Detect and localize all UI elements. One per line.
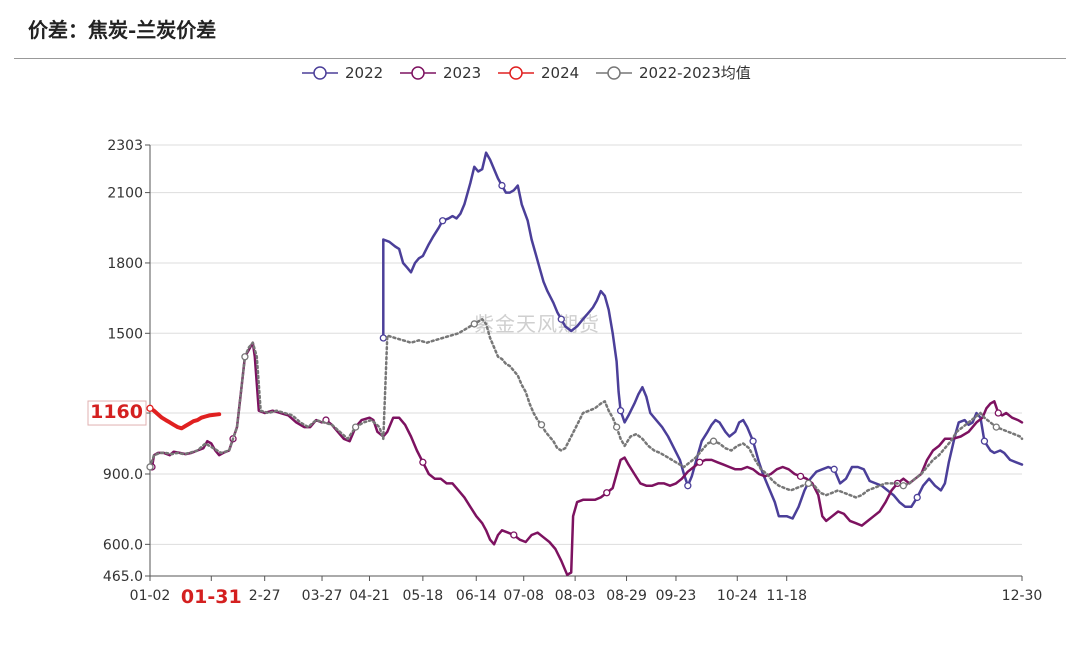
data-point bbox=[603, 489, 611, 497]
data-point bbox=[438, 217, 447, 225]
data-point bbox=[749, 437, 757, 445]
grid-lines bbox=[150, 144, 1022, 545]
x-tick-label: 04-21 bbox=[349, 588, 390, 604]
data-point bbox=[351, 423, 360, 431]
legend-marker bbox=[607, 66, 621, 80]
y-tick-label: 1160 bbox=[90, 401, 143, 423]
x-tick-label: 09-23 bbox=[656, 588, 697, 604]
title-divider bbox=[14, 58, 1066, 59]
x-tick-label: 01-31 bbox=[181, 586, 242, 608]
legend-label: 2024 bbox=[541, 64, 579, 82]
data-point bbox=[804, 479, 813, 488]
legend-label: 2022 bbox=[345, 64, 383, 82]
x-tick-label: 01-02 bbox=[130, 588, 171, 604]
series-line bbox=[150, 341, 1024, 577]
data-point bbox=[612, 423, 621, 431]
x-tick-label: 07-08 bbox=[503, 588, 544, 604]
data-point bbox=[146, 463, 154, 471]
x-tick-label: 12-30 bbox=[1002, 588, 1043, 604]
x-tick-label: 10-24 bbox=[717, 588, 758, 604]
x-tick-label: 11-18 bbox=[766, 588, 807, 604]
series-layer bbox=[146, 151, 1024, 577]
data-point bbox=[557, 315, 565, 323]
data-point bbox=[994, 409, 1002, 417]
series-line bbox=[148, 406, 222, 431]
y-tick-label: 1800 bbox=[107, 256, 143, 272]
y-tick-label: 600.0 bbox=[103, 537, 143, 553]
legend-label: 2023 bbox=[443, 64, 481, 82]
data-point bbox=[616, 407, 625, 415]
data-point bbox=[684, 482, 692, 490]
legend: 2022 2023 2024 2022-2023均值 bbox=[302, 64, 751, 82]
data-point bbox=[992, 423, 1000, 431]
x-tick-label: 08-03 bbox=[555, 588, 596, 604]
series-2 bbox=[146, 404, 222, 431]
y-tick-label: 900.0 bbox=[103, 467, 143, 483]
legend-label: 2022-2023均值 bbox=[639, 64, 751, 82]
legend-marker bbox=[411, 66, 425, 80]
axes: 465.0 600.0 900.0 1160 1500 1800 2100 2303 01-02… bbox=[87, 138, 1043, 608]
x-tick-label: 08-29 bbox=[606, 588, 647, 604]
y-tick-label: 465.0 bbox=[103, 569, 143, 585]
series-line bbox=[148, 317, 1024, 499]
data-point bbox=[537, 421, 546, 429]
data-point bbox=[419, 458, 427, 466]
series-1 bbox=[148, 341, 1024, 577]
data-point bbox=[470, 320, 478, 328]
data-point bbox=[510, 531, 518, 539]
legend-item: 2022 bbox=[302, 64, 383, 82]
data-point bbox=[980, 437, 989, 445]
x-tick-label: 03-27 bbox=[302, 588, 343, 604]
data-point bbox=[498, 181, 506, 190]
legend-item: 2024 bbox=[498, 64, 579, 82]
x-tick-label: 06-14 bbox=[456, 588, 497, 604]
x-tick-label: 2-27 bbox=[249, 588, 281, 604]
data-point bbox=[830, 465, 838, 473]
page-title: 价差：焦炭-兰炭价差 bbox=[28, 18, 217, 42]
data-point bbox=[796, 472, 805, 480]
y-tick-label: 1500 bbox=[107, 326, 143, 342]
data-point bbox=[709, 437, 718, 445]
legend-marker bbox=[509, 66, 523, 80]
legend-item: 2022-2023均值 bbox=[596, 64, 751, 82]
data-point bbox=[913, 493, 921, 502]
y-tick-label: 2100 bbox=[107, 186, 143, 202]
y-highlight-box bbox=[87, 400, 147, 426]
data-point bbox=[379, 334, 387, 342]
y-tick-label: 2303 bbox=[107, 138, 143, 154]
legend-item: 2023 bbox=[400, 64, 481, 82]
series-line bbox=[382, 151, 1024, 520]
legend-marker bbox=[313, 66, 327, 80]
series-3 bbox=[146, 317, 1024, 499]
data-point bbox=[146, 404, 154, 412]
x-tick-label: 05-18 bbox=[403, 588, 444, 604]
data-point bbox=[696, 458, 704, 466]
data-point bbox=[241, 353, 249, 361]
data-point bbox=[899, 482, 908, 490]
